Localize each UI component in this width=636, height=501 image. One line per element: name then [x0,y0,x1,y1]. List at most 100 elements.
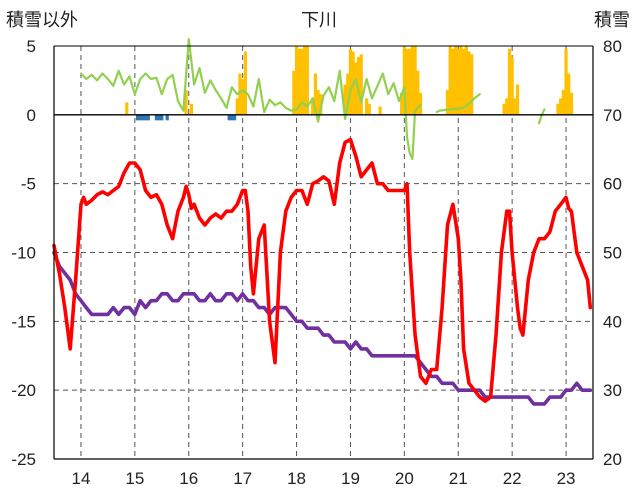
right-tick-label: 80 [603,37,622,56]
series-lines [52,37,593,406]
right-tick-label: 30 [603,381,622,400]
precipitation-bar [459,46,463,115]
right-tick-label: 60 [603,175,622,194]
precipitation-bar [564,48,568,115]
x-tick-label: 17 [233,469,252,488]
precipitation-bar [235,98,239,115]
precipitation-bar [453,46,458,115]
x-tick-label: 22 [503,469,522,488]
precipitation-bar [125,102,129,115]
x-tick-label: 20 [395,469,414,488]
right-tick-label: 20 [603,450,622,469]
precipitation-negative-bar [227,114,231,121]
right-tick-label: 40 [603,312,622,331]
precipitation-negative-bar [141,114,145,121]
precipitation-bar [462,48,466,115]
x-tick-label: 19 [341,469,360,488]
x-tick-label: 14 [71,469,90,488]
left-tick-label: -5 [21,175,36,194]
chart-title: 下川 [301,10,337,31]
precipitation-bar [418,92,423,115]
precipitation-bar [559,98,563,115]
precipitation-bar [400,92,404,115]
precipitation-bar [378,106,382,115]
precipitation-bar [405,48,409,115]
right-tick-label: 50 [603,244,622,263]
precipitation-bar [505,98,509,115]
precipitation-bar [451,48,455,115]
precipitation-bar [448,46,452,115]
precipitation-bar [348,48,353,115]
precipitation-bar [367,103,371,115]
precipitation-bar [567,73,571,115]
precipitation-bar [456,48,460,115]
precipitation-bar [513,98,517,115]
left-tick-label: 0 [27,106,36,125]
series-line-sunshine [79,37,422,160]
left-tick-label: -10 [11,244,36,263]
precipitation-negative-bar [135,114,140,121]
precipitation-bar [470,54,474,115]
precipitation-bar [305,46,309,115]
right-axis-label: 積雪 [594,10,630,31]
precipitation-negative-bar [144,114,148,121]
precipitation-bar [346,73,350,115]
precipitation-bar [189,103,194,115]
precipitation-bar [416,70,420,115]
left-tick-label: -25 [11,450,36,469]
precipitation-negative-bar [165,114,169,121]
precipitation-bar [467,51,471,115]
precipitation-bar [413,46,417,115]
precipitation-bar [297,48,301,115]
precipitation-bar [243,51,247,115]
precipitation-negative-bar [230,114,234,121]
precipitation-bar [510,57,514,115]
precipitation-bar [356,57,361,115]
precipitation-bar [515,84,520,115]
precipitation-bar [402,46,406,115]
precipitation-bar [359,54,363,115]
precipitation-bar [556,103,560,115]
precipitation-negative-bar [232,114,237,121]
precipitation-bar [303,46,307,115]
precipitation-negative-bar [154,114,159,121]
left-tick-label: -20 [11,381,36,400]
precipitation-bar [300,48,304,115]
left-tick-label: -15 [11,312,36,331]
precipitation-bar [569,92,574,115]
x-tick-label: 15 [125,469,144,488]
precipitation-bar [507,48,512,115]
x-tick-label: 21 [449,469,468,488]
precipitation-bars [125,46,574,121]
x-tick-label: 16 [179,469,198,488]
precipitation-bar [464,46,468,115]
precipitation-negative-bar [160,114,164,121]
precipitation-bar [292,70,296,115]
precipitation-bar [561,90,565,115]
x-tick-label: 23 [557,469,576,488]
right-tick-label: 70 [603,106,622,125]
series-line-sunshine-3 [537,108,546,125]
precipitation-bar [445,90,450,115]
precipitation-bar [410,46,415,115]
precipitation-bar [184,90,188,115]
precipitation-bar [241,79,245,115]
precipitation-bar [354,62,358,115]
series-line-temperature [52,137,593,404]
axes [53,45,594,460]
series-line-snow-depth [52,250,593,406]
precipitation-negative-bar [146,114,150,121]
precipitation-bar [343,84,347,115]
precipitation-bar [502,103,506,115]
precipitation-bar [316,90,320,115]
left-tick-label: 5 [27,37,36,56]
precipitation-negative-bar [157,114,161,121]
x-tick-label: 18 [287,469,306,488]
precipitation-bar [238,73,242,115]
precipitation-bar [294,46,299,115]
precipitation-bar [311,98,315,115]
precipitation-negative-bar [138,114,142,121]
precipitation-bar [313,73,318,115]
